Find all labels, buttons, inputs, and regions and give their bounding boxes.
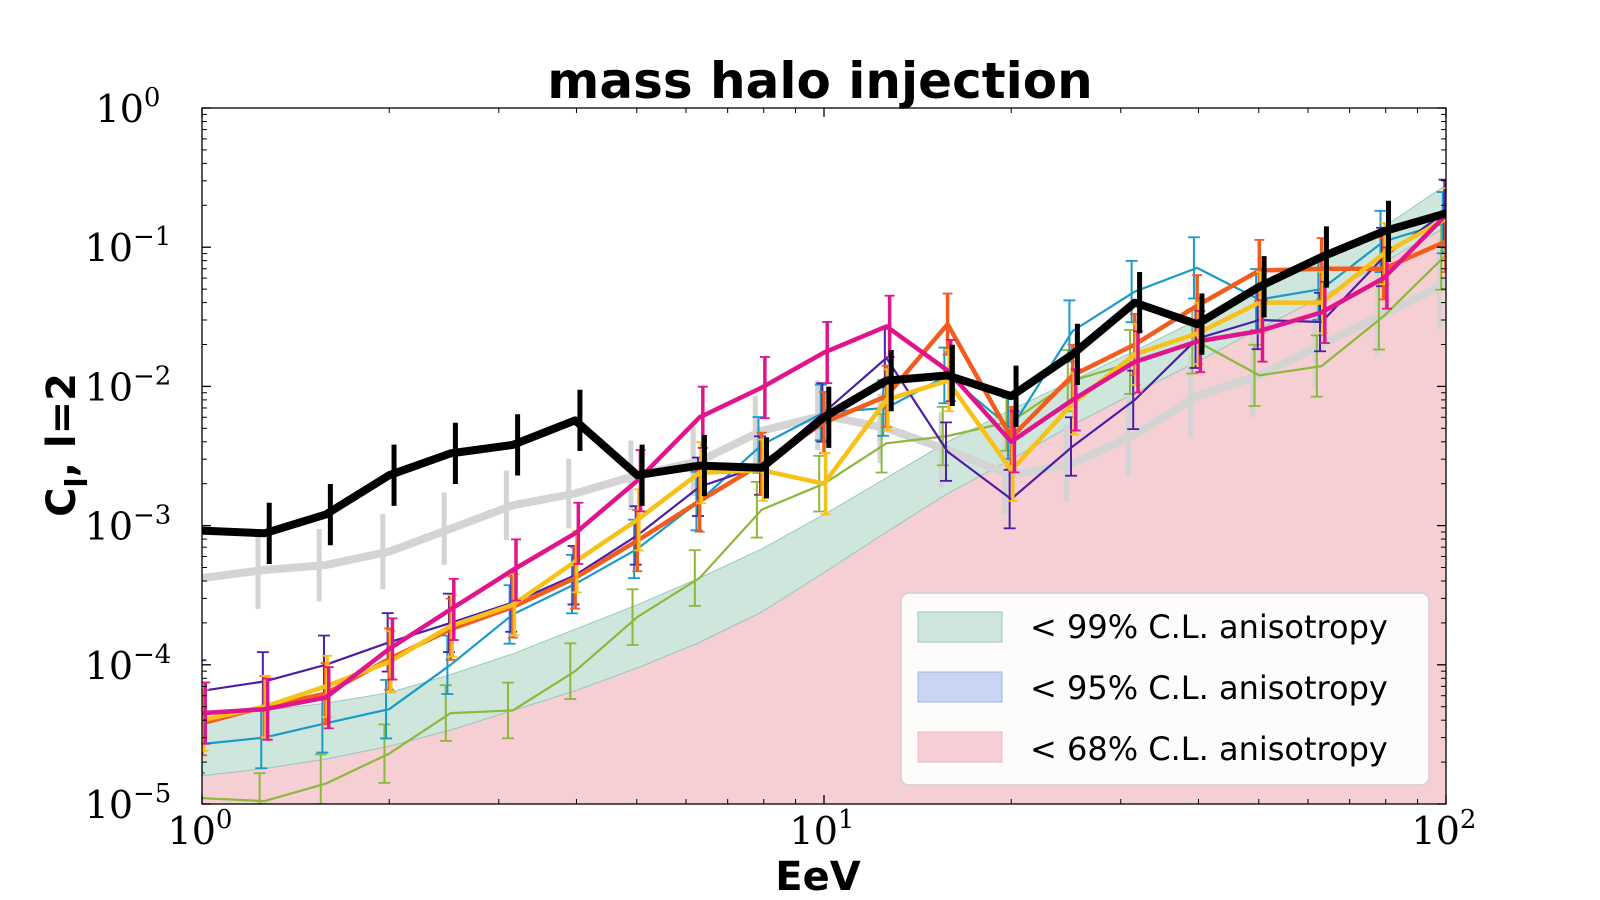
y-tick-label: 100 [96,83,161,131]
axis-ticks: 100 101 102 10−5 10−4 10−3 10−2 10−1 100 [85,83,1477,853]
chart-title: mass halo injection [547,52,1092,110]
series-magenta [202,180,1446,745]
x-tick-label: 101 [790,805,855,853]
y-tick-label: 10−3 [85,501,172,549]
y-tick-label: 10−5 [85,779,172,827]
y-axis-label: Cl, l=2 [39,373,95,517]
y-axis-label-subscript: l [60,477,95,487]
y-tick-label: 10−4 [85,640,172,688]
y-axis-label-group: Cl, l=2 [39,373,95,517]
legend-swatch-68 [917,731,1003,763]
legend-label-95: < 95% C.L. anisotropy [1030,669,1388,707]
x-tick-label: 100 [168,805,233,853]
legend-label-68: < 68% C.L. anisotropy [1030,730,1388,768]
x-tick-label: 102 [1412,805,1477,853]
series-black-data [202,200,1446,564]
y-axis-label-main: C [39,488,85,517]
y-tick-label: 10−1 [85,222,172,270]
legend: < 99% C.L. anisotropy < 95% C.L. anisotr… [900,592,1430,786]
y-tick-label: 10−2 [85,361,172,409]
x-axis-label: EeV [775,854,860,900]
legend-swatch-95 [917,671,1003,703]
legend-label-99: < 99% C.L. anisotropy [1030,608,1388,646]
legend-swatch-99 [917,611,1003,643]
legend-box [900,592,1430,786]
y-axis-label-rest: , l=2 [39,373,85,477]
